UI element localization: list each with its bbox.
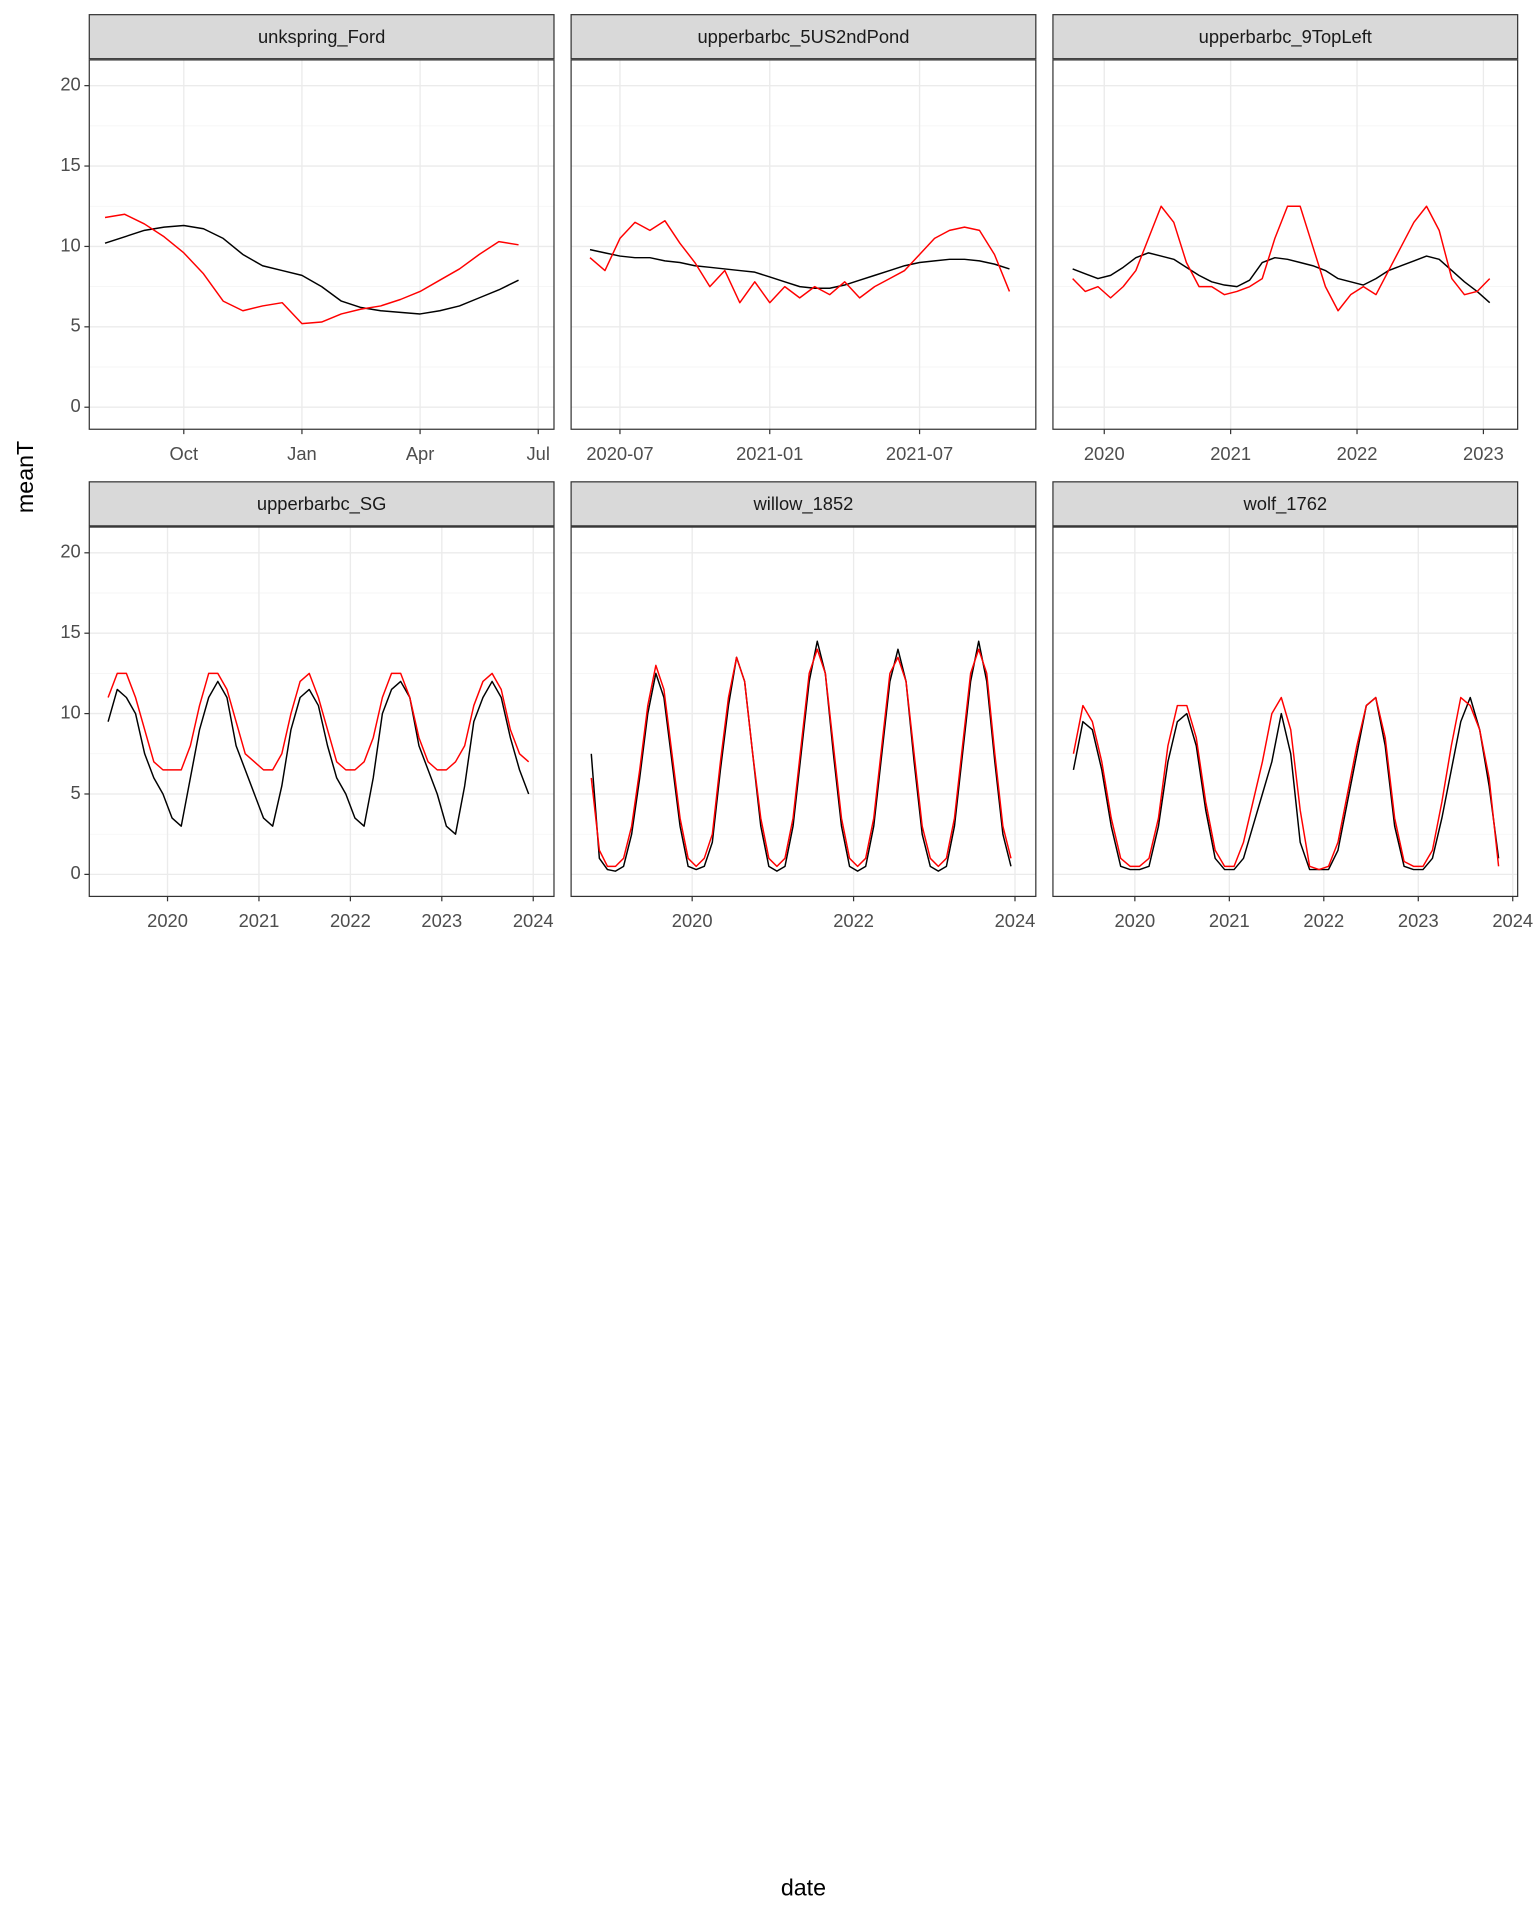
x-tick-label: Jan [287,443,317,464]
panel [89,527,554,897]
x-tick-label: 2022 [1337,443,1378,464]
panel-border [570,526,1037,898]
x-tick-label: 2020 [147,910,188,931]
y-tick-label: 5 [71,315,81,336]
x-tick-label: 2024 [995,910,1036,931]
x-axis-title: date [781,1875,826,1901]
series-line [104,224,519,315]
x-tick-label: 2023 [1463,443,1504,464]
y-tick-label: 10 [60,234,80,255]
y-tick-label: 15 [60,154,80,175]
series-line [107,672,530,771]
strip [1052,14,1519,60]
x-tick-label: Apr [406,443,435,464]
y-tick-label: 5 [71,782,81,803]
x-tick-label: 2021 [239,910,280,931]
y-tick-label: 20 [60,541,80,562]
x-tick-label: 2024 [1492,910,1533,931]
panel [571,59,1036,430]
panel-title: upperbarbc_5US2ndPond [697,26,909,48]
x-tick-label: 2021 [1210,443,1251,464]
y-tick-label: 0 [71,862,81,883]
strip [570,14,1037,60]
series-line [589,248,1010,289]
y-tick-label: 0 [71,395,81,416]
y-tick-label: 15 [60,621,80,642]
x-tick-label: 2023 [421,910,462,931]
panel-border [570,59,1037,430]
x-tick-label: 2021-07 [886,443,953,464]
x-tick-label: 2020-07 [586,443,653,464]
y-axis-title: meanT [12,441,38,513]
x-tick-label: Jul [527,443,550,464]
y-tick-label: 10 [60,701,80,722]
x-tick-label: Oct [170,443,199,464]
panel-title: willow_1852 [753,493,854,515]
panel-title: wolf_1762 [1243,493,1328,515]
panel-border [1052,526,1519,898]
series-line [1072,205,1491,312]
strip [1052,481,1519,527]
panel-border [88,526,555,898]
strip [88,14,555,60]
x-tick-label: 2021 [1209,910,1250,931]
x-tick-label: 2020 [672,910,713,931]
strip [570,481,1037,527]
x-tick-label: 2022 [330,910,371,931]
panel-title: upperbarbc_9TopLeft [1199,26,1372,48]
strip [88,481,555,527]
x-tick-label: 2022 [833,910,874,931]
y-tick-label: 20 [60,73,80,94]
x-tick-label: 2024 [513,910,554,931]
series-line [107,680,530,835]
panel-title: upperbarbc_SG [257,493,386,515]
series-line [589,219,1011,304]
panel [89,59,554,430]
panel-title: unkspring_Ford [258,26,385,48]
x-tick-label: 2023 [1398,910,1439,931]
panel-border [1052,59,1519,430]
x-tick-label: 2021-01 [736,443,803,464]
panel [1052,59,1518,430]
x-tick-label: 2022 [1303,910,1344,931]
series-line [590,640,1012,872]
panel-border [88,59,555,430]
series-line [104,213,519,325]
series-line [590,648,1012,868]
x-tick-label: 2020 [1084,443,1125,464]
series-line [1072,696,1500,871]
x-tick-label: 2020 [1114,910,1155,931]
series-line [1072,696,1500,871]
